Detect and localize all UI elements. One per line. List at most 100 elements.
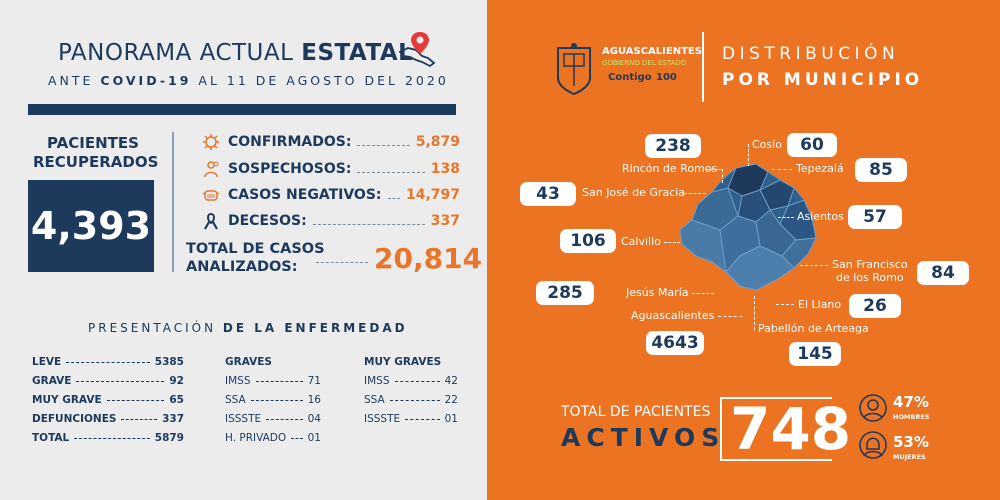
stat-value: 337 (430, 213, 460, 229)
dashed-leader (357, 144, 410, 146)
logo-line4: 100 (656, 72, 677, 83)
stat-label: SOSPECHOSOS: (228, 161, 352, 177)
stat-value: 5,879 (415, 134, 460, 150)
dashed-leader (316, 262, 368, 263)
el-llano-value: 26 (849, 294, 901, 318)
graves-value: 01 (307, 432, 321, 444)
aguascalientes-map (679, 163, 817, 291)
stat-deaths: DECESOS: 337 (204, 211, 460, 231)
dashed-leader (76, 381, 165, 382)
mask-icon (202, 190, 220, 201)
dashed-leader (357, 171, 425, 173)
list-item: IMSS 42 (364, 372, 458, 391)
severity-value: 92 (169, 375, 184, 387)
tepezala-label: Tepezalá (796, 162, 844, 175)
muy-graves-label: ISSSTE (364, 413, 401, 425)
women-percentage: 53% (893, 433, 929, 451)
aguascalientes-value: 4643 (646, 331, 704, 355)
ribbon-icon (204, 212, 218, 230)
jesus-maria-label: Jesús María (626, 286, 689, 299)
list-item: SSA 16 (225, 391, 321, 410)
rincon-de-romos-label: Rincón de Romos (622, 162, 718, 175)
dashed-leader (387, 197, 400, 199)
severity-value: 337 (162, 413, 184, 425)
muy-graves-title: MUY GRAVES (364, 356, 442, 368)
stat-negative: CASOS NEGATIVOS: 14,797 (202, 185, 460, 205)
women-label: MUJERES (893, 453, 926, 461)
jesus-maria-value: 285 (536, 281, 594, 305)
presentation-title: PRESENTACIÓN DE LA ENFERMEDAD (88, 321, 408, 335)
muy-graves-list: MUY GRAVES IMSS 42 SSA 22 ISSSTE 01 (364, 353, 458, 429)
title-bold: ESTATAL (301, 40, 414, 66)
dashed-leader (255, 381, 303, 382)
severity-label: GRAVE (32, 375, 72, 387)
stat-label: DECESOS: (228, 213, 307, 229)
suspect-icon (204, 161, 219, 178)
men-label: HOMBRES (893, 413, 930, 421)
subtitle-pre: ANTE (48, 73, 94, 88)
left-panel: PANORAMA ACTUAL ESTATAL ANTE COVID-19 AL… (0, 0, 487, 500)
connector (664, 242, 680, 243)
distribution-title-line1: DISTRIBUCIÓN (722, 44, 900, 64)
graves-title: GRAVES (225, 356, 272, 368)
el-llano-label: El Llano (798, 298, 842, 311)
distribution-title-line2: POR MUNICIPIO (722, 70, 924, 90)
dashed-leader (66, 362, 150, 363)
aguascalientes-label: Aguascalientes (631, 309, 715, 322)
stat-suspected: SOSPECHOSOS: 138 (204, 159, 460, 179)
severity-label: MUY GRAVE (32, 394, 102, 406)
stat-value: 14,797 (405, 187, 460, 203)
connector (778, 217, 794, 218)
calvillo-label: Calvillo (621, 235, 661, 248)
severity-value: 5385 (154, 356, 184, 368)
man-icon (859, 394, 887, 422)
woman-icon (859, 431, 887, 459)
stat-label: CONFIRMADOS: (228, 134, 352, 150)
presentation-bold: DE LA ENFERMEDAD (222, 321, 408, 335)
asientos-value: 57 (848, 205, 902, 229)
subtitle-post: AL 11 DE AGOSTO DEL 2020 (198, 73, 449, 88)
severity-value: 5879 (154, 432, 184, 444)
total-cases-value: 20,814 (374, 242, 483, 275)
san-jose-de-gracia-label: San José de Gracia (582, 186, 686, 199)
dashed-leader (405, 419, 440, 420)
stat-value: 138 (430, 161, 460, 177)
list-item: ISSSTE 01 (364, 410, 458, 429)
dashed-leader (121, 419, 158, 420)
dashed-leader (394, 381, 440, 382)
list-item: DEFUNCIONES 337 (32, 410, 184, 429)
active-patients-line2: ACTIVOS (561, 423, 726, 452)
list-item: TOTAL 5879 (32, 429, 184, 448)
connector (748, 144, 749, 166)
virus-icon (203, 134, 219, 150)
subtitle: ANTE COVID-19 AL 11 DE AGOSTO DEL 2020 (48, 73, 449, 88)
muy-graves-value: 42 (444, 375, 458, 387)
graves-value: 04 (307, 413, 321, 425)
cosio-value: 60 (787, 133, 837, 157)
connector (718, 316, 742, 317)
connector (684, 193, 706, 194)
severity-value: 65 (169, 394, 184, 406)
total-cases-line2: ANALIZADOS: (186, 259, 298, 275)
san-francisco-value: 84 (917, 261, 969, 285)
list-item: SSA 22 (364, 391, 458, 410)
graves-label: ISSSTE (225, 413, 262, 425)
active-bracket (720, 397, 832, 461)
title-plain: PANORAMA ACTUAL (58, 40, 294, 66)
dashed-leader (389, 400, 440, 401)
pabellon-de-arteaga-value: 145 (789, 342, 841, 366)
san-francisco-label: San Francisco de los Romo (832, 258, 908, 284)
active-patients-line1: TOTAL DE PACIENTES (561, 404, 711, 420)
connector (722, 169, 723, 183)
total-cases-label: TOTAL DE CASOS ANALIZADOS: (186, 240, 325, 276)
graves-label: H. PRIVADO (225, 432, 287, 444)
connector (754, 296, 755, 330)
recovered-value: 4,393 (28, 180, 154, 272)
dashed-leader (312, 223, 425, 225)
dashed-leader (74, 438, 150, 439)
connector (800, 265, 828, 266)
connector (776, 304, 794, 305)
asientos-label: Asientos (797, 210, 844, 223)
stat-confirmed: CONFIRMADOS: 5,879 (203, 132, 460, 152)
muy-graves-label: IMSS (364, 375, 390, 387)
